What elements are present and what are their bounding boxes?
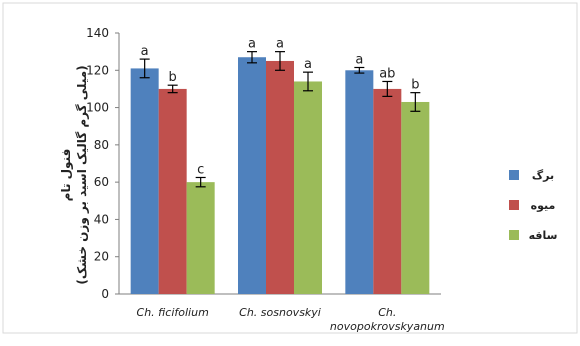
bar	[266, 60, 294, 294]
y-axis-title: (میلی گرم گالیک اسید بر وزن خشک)	[75, 65, 90, 284]
significance-label: a	[141, 44, 149, 59]
y-tick-label: 80	[94, 138, 109, 152]
significance-label: c	[197, 162, 204, 177]
y-tick-label: 140	[86, 26, 109, 40]
bar	[238, 57, 266, 294]
x-tick-label: novopokrovskyanum	[330, 320, 445, 333]
bar	[294, 81, 322, 294]
significance-label: a	[276, 37, 284, 52]
significance-label: a	[248, 37, 256, 52]
significance-label: b	[169, 70, 177, 85]
y-tick-label: 120	[86, 63, 109, 77]
y-tick-label: 60	[94, 175, 109, 189]
significance-label: b	[411, 78, 419, 93]
bar	[158, 88, 187, 294]
significance-label: ab	[379, 66, 395, 81]
legend-label: ساقه	[529, 229, 558, 242]
y-tick-label: 20	[94, 250, 109, 264]
legend-swatch	[509, 230, 519, 240]
y-tick-label: 40	[94, 212, 109, 226]
x-tick-label: Ch. sosnovskyi	[239, 306, 321, 319]
x-tick-label: Ch.	[378, 306, 396, 319]
y-axis-title: فنول تام	[59, 149, 74, 202]
y-tick-label: 0	[101, 287, 109, 301]
significance-label: a	[304, 57, 312, 72]
legend-swatch	[509, 200, 519, 210]
bar	[345, 70, 374, 295]
legend-label: میوه	[531, 199, 556, 212]
significance-label: a	[355, 52, 363, 67]
legend-swatch	[509, 170, 519, 180]
bar	[186, 182, 215, 294]
bar	[401, 101, 430, 294]
x-tick-label: Ch. ficifolium	[137, 306, 209, 319]
legend-label: برگ	[532, 168, 554, 182]
bar	[130, 68, 159, 295]
y-tick-label: 100	[86, 101, 109, 115]
bar	[373, 88, 402, 294]
